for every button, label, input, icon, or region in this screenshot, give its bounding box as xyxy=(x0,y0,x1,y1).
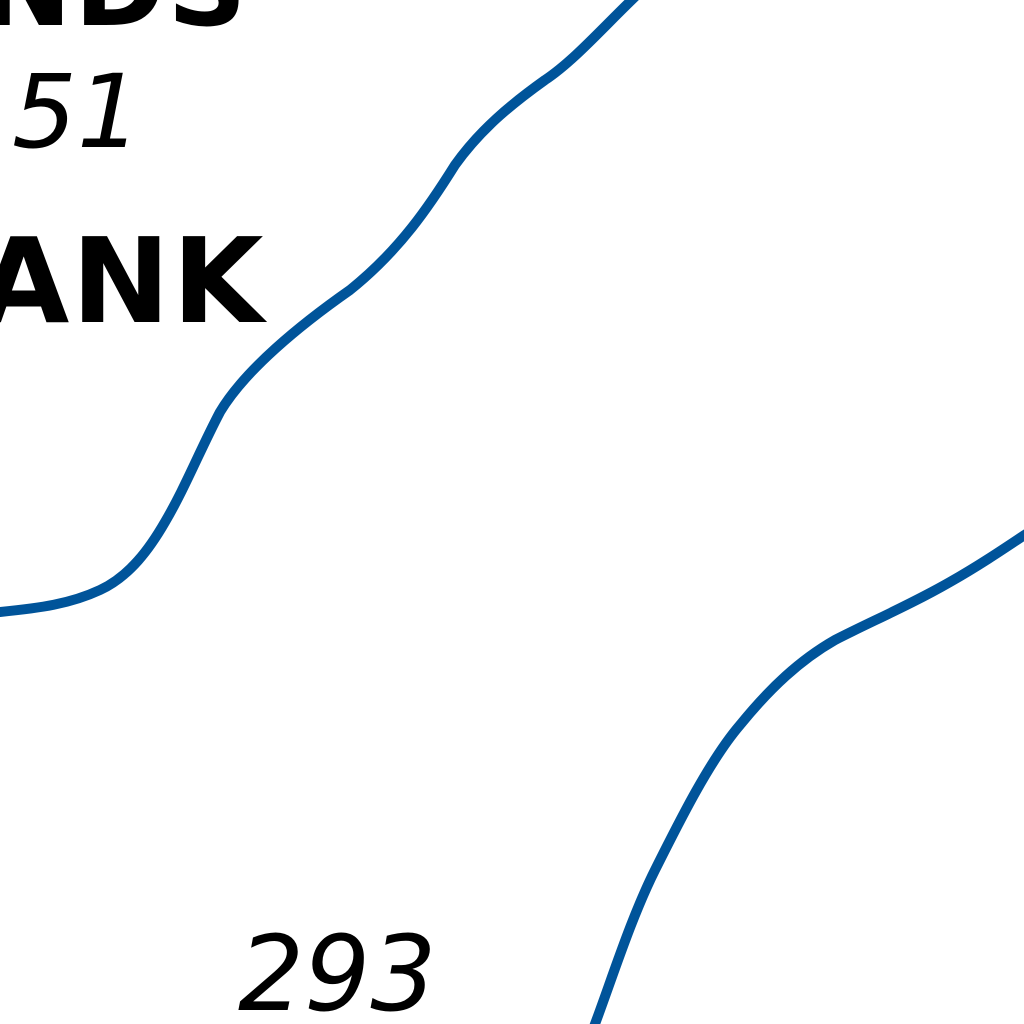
place-label-bank: ANK xyxy=(0,212,266,350)
depth-contour-line xyxy=(0,0,639,617)
depth-sounding: 293 xyxy=(238,913,437,1024)
place-label-partial: NDS xyxy=(0,0,249,42)
depth-contour-line xyxy=(589,529,1024,1024)
depth-sounding: 51 xyxy=(12,53,142,172)
